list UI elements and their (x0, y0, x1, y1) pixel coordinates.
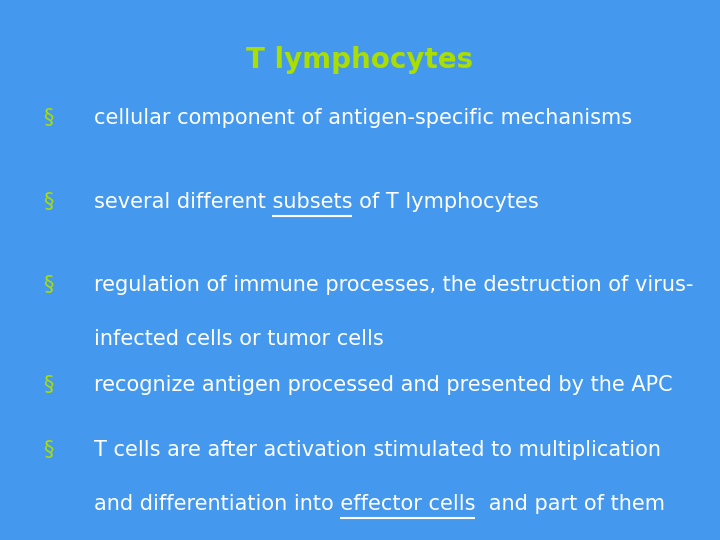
Text: and differentiation into effector cells  and part of them: and differentiation into effector cells … (94, 494, 665, 514)
Text: regulation of immune processes, the destruction of virus-: regulation of immune processes, the dest… (94, 275, 693, 295)
Text: T cells are after activation stimulated to multiplication: T cells are after activation stimulated … (94, 440, 661, 460)
Text: §: § (43, 192, 53, 212)
Text: T lymphocytes: T lymphocytes (246, 46, 474, 74)
Text: several different subsets: several different subsets (94, 192, 352, 212)
Text: several different subsets of T lymphocytes: several different subsets of T lymphocyt… (94, 192, 539, 212)
Text: infected cells or tumor cells: infected cells or tumor cells (94, 329, 383, 349)
Text: recognize antigen processed and presented by the APC: recognize antigen processed and presente… (94, 375, 672, 395)
Text: §: § (43, 108, 53, 128)
Text: §: § (43, 440, 53, 460)
Text: several different: several different (94, 192, 272, 212)
Text: and differentiation into: and differentiation into (94, 494, 340, 514)
Text: cellular component of antigen-specific mechanisms: cellular component of antigen-specific m… (94, 108, 631, 128)
Text: §: § (43, 275, 53, 295)
Text: and differentiation into effector cells: and differentiation into effector cells (94, 494, 475, 514)
Text: §: § (43, 375, 53, 395)
